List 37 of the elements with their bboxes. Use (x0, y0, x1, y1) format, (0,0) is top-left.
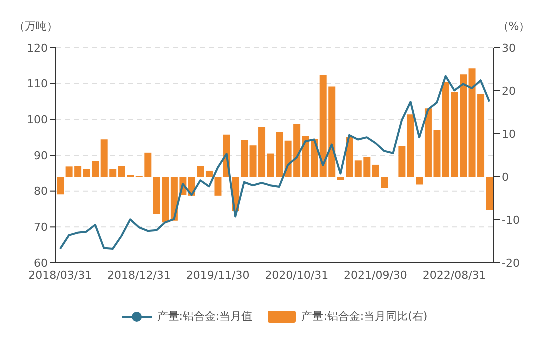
y-axis-title: （万吨） (14, 20, 58, 33)
y-tick-label: 70 (34, 221, 48, 234)
y2-tick-label: 0 (502, 170, 509, 184)
bar (486, 177, 494, 211)
bar (372, 164, 380, 177)
legend-label: 产量:铝合金:当月同比(右) (302, 309, 428, 324)
y2-tick-label: -20 (502, 256, 520, 270)
y-tick-label: 110 (27, 78, 48, 91)
y-tick-label: 120 (27, 42, 48, 55)
bar (337, 177, 344, 180)
y2-tick-label: 20 (502, 84, 516, 98)
bar (214, 177, 222, 196)
x-tick-label: 2018/03/31 (28, 268, 92, 282)
y-tick-label: 80 (34, 185, 48, 198)
bar (407, 114, 414, 177)
legend-label: 产量:铝合金:当月值 (157, 309, 253, 324)
y2-tick-label: -10 (502, 214, 520, 227)
y-tick-label: 100 (27, 114, 48, 127)
bar (241, 140, 248, 177)
x-tick-label: 2019/11/30 (186, 268, 250, 282)
bar (442, 82, 450, 177)
bar (381, 177, 388, 188)
x-tick-label: 2018/12/31 (108, 268, 171, 282)
line-series (59, 75, 491, 250)
y-tick-label: 60 (34, 256, 48, 270)
bar (206, 170, 213, 177)
x-tick-label: 2021/09/30 (344, 268, 408, 282)
y2-axis-title: （%） (498, 20, 530, 33)
bar (416, 177, 424, 185)
y-tick-label: 90 (34, 149, 48, 162)
bar (197, 166, 204, 177)
x-tick-label: 2022/08/31 (422, 268, 486, 282)
x-tick-label: 2020/10/31 (265, 268, 329, 282)
bar (57, 177, 64, 195)
y2-tick-label: 30 (502, 42, 516, 55)
bar (398, 146, 406, 177)
y2-tick-label: 10 (502, 128, 516, 141)
